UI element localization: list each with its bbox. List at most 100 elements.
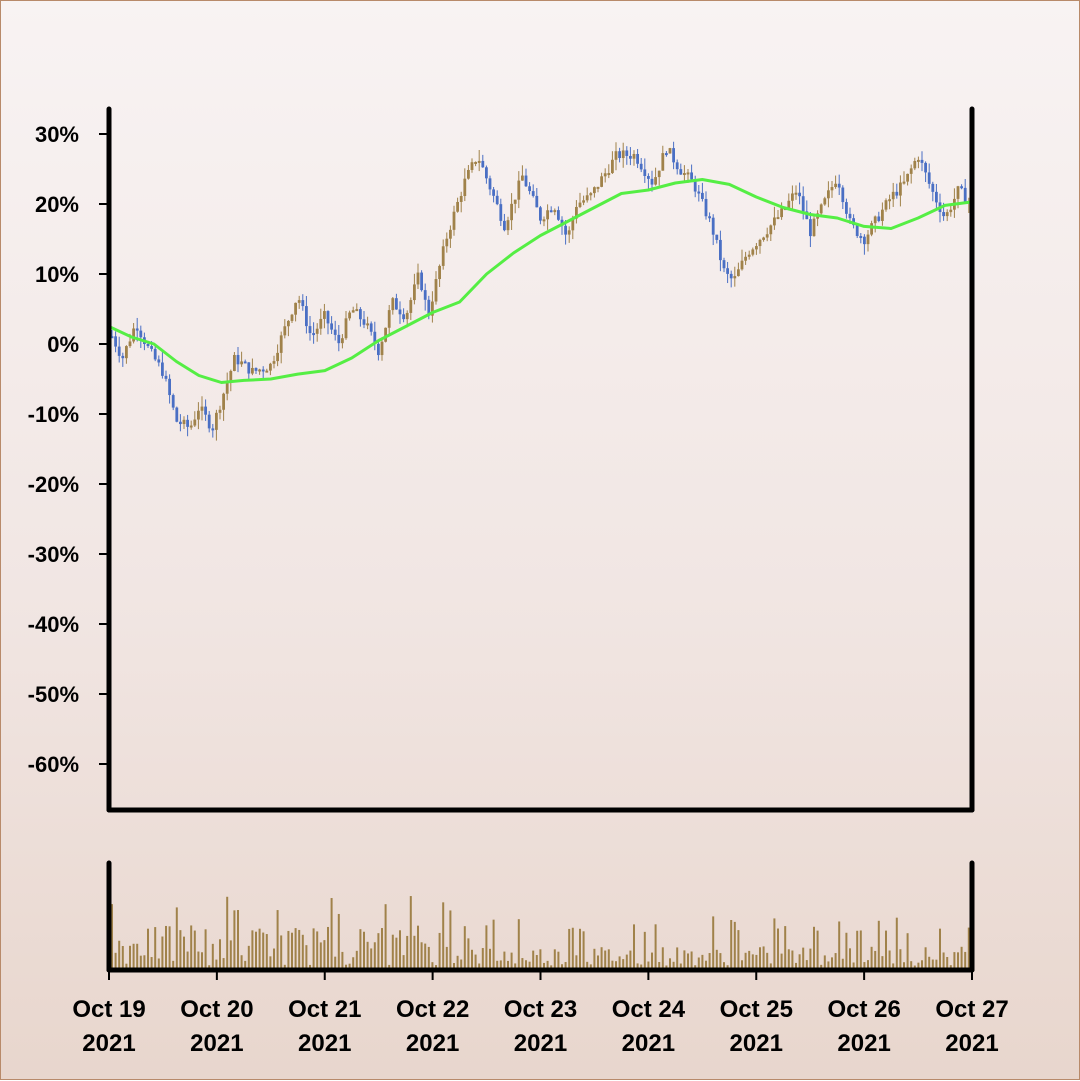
volume-bar	[661, 947, 664, 970]
candle-body	[683, 173, 686, 176]
volume-bar	[355, 950, 358, 970]
y-tick-labels: 30% 20% 10% 0% -10% -20% -30% -40% -50% -60%	[28, 122, 109, 777]
candle-body	[755, 246, 758, 250]
volume-bar	[125, 963, 128, 970]
candle-body	[668, 148, 672, 154]
candle-body	[855, 225, 859, 237]
candle-body	[848, 213, 852, 219]
volume-bar	[755, 954, 758, 970]
candle-body	[589, 193, 593, 196]
volume-bar	[233, 910, 236, 970]
volume-bar	[928, 956, 931, 970]
candle-body	[708, 216, 711, 219]
candle-body	[661, 153, 665, 171]
volume-bar	[474, 954, 477, 970]
candle-body	[506, 220, 510, 231]
candle-body	[243, 361, 247, 364]
volume-bar	[384, 904, 387, 970]
volume-bar	[892, 963, 895, 970]
x-tick-label-date: Oct 19	[72, 996, 145, 1023]
candle-body	[355, 309, 359, 312]
candle-body	[629, 155, 632, 159]
volume-bar	[402, 955, 405, 970]
y-tick-label: -10%	[28, 402, 79, 427]
volume-bar	[784, 926, 787, 970]
candle-body	[398, 309, 402, 315]
x-tick-label-year: 2021	[837, 1030, 890, 1057]
volume-bar	[964, 951, 967, 970]
candle-body	[960, 186, 963, 189]
volume-bar	[507, 960, 509, 970]
candle-body	[168, 378, 171, 396]
volume-bar	[489, 948, 491, 970]
candle-body	[841, 187, 845, 203]
candle-body	[283, 326, 287, 336]
candle-body	[888, 199, 891, 202]
candle-body	[827, 190, 830, 199]
y-tick-label: -20%	[28, 472, 79, 497]
candle-body	[765, 234, 769, 238]
candle-body	[715, 234, 719, 240]
volume-bar	[946, 956, 949, 970]
x-tick-label-date: Oct 24	[612, 996, 686, 1023]
candle-body	[362, 319, 366, 325]
candle-body	[621, 150, 625, 159]
volume-bar	[424, 943, 427, 970]
volume-bar	[805, 960, 808, 970]
volume-bar	[453, 963, 455, 970]
volume-bar	[643, 931, 646, 970]
candle-body	[438, 265, 441, 280]
volume-bar	[348, 963, 351, 970]
volume-bar	[471, 949, 473, 970]
y-tick-label: -50%	[28, 682, 79, 707]
candle-body	[452, 211, 456, 230]
candle-body	[233, 354, 236, 371]
candle-body	[524, 175, 528, 187]
candle-body	[211, 428, 215, 431]
volume-bar	[197, 951, 200, 970]
candle-body	[697, 191, 701, 194]
volume-bar	[903, 962, 905, 970]
candle-body	[189, 425, 193, 428]
volume-bar	[129, 945, 131, 970]
volume-bar	[604, 950, 607, 970]
candle-body	[495, 195, 499, 205]
candle-body	[474, 161, 477, 164]
candle-body	[301, 300, 305, 307]
x-tick-label-date: Oct 22	[396, 996, 469, 1023]
volume-bar	[535, 955, 538, 970]
y-tick-label: 30%	[35, 122, 79, 147]
volume-bar	[503, 951, 506, 970]
candle-body	[179, 421, 182, 425]
candle-body	[218, 409, 222, 413]
candle-body	[722, 260, 726, 269]
candle-body	[510, 203, 513, 221]
volume-bar	[330, 898, 333, 970]
volume-bar	[463, 926, 466, 970]
candle-body	[834, 183, 837, 188]
candle-body	[186, 419, 189, 427]
volume-bar	[226, 896, 229, 970]
candle-body	[215, 412, 218, 430]
candle-body	[704, 198, 708, 217]
candle-body	[247, 362, 251, 374]
candle-layer	[110, 141, 971, 441]
volume-bar	[431, 962, 434, 970]
volume-bar	[445, 946, 448, 970]
candle-body	[917, 159, 920, 162]
candle-body	[225, 382, 229, 394]
candle-body	[729, 273, 733, 279]
volume-bar	[874, 950, 877, 970]
candle-body	[207, 414, 211, 429]
volume-bar	[773, 918, 776, 970]
candle-body	[405, 312, 409, 320]
candle-body	[276, 352, 279, 362]
volume-bar	[467, 938, 470, 970]
volume-bar	[395, 937, 398, 970]
volume-bar	[172, 960, 175, 970]
volume-layer	[111, 896, 970, 970]
volume-bar	[154, 927, 157, 970]
x-tick-label-year: 2021	[298, 1030, 351, 1057]
volume-bar	[766, 952, 769, 970]
candle-body	[373, 331, 377, 344]
